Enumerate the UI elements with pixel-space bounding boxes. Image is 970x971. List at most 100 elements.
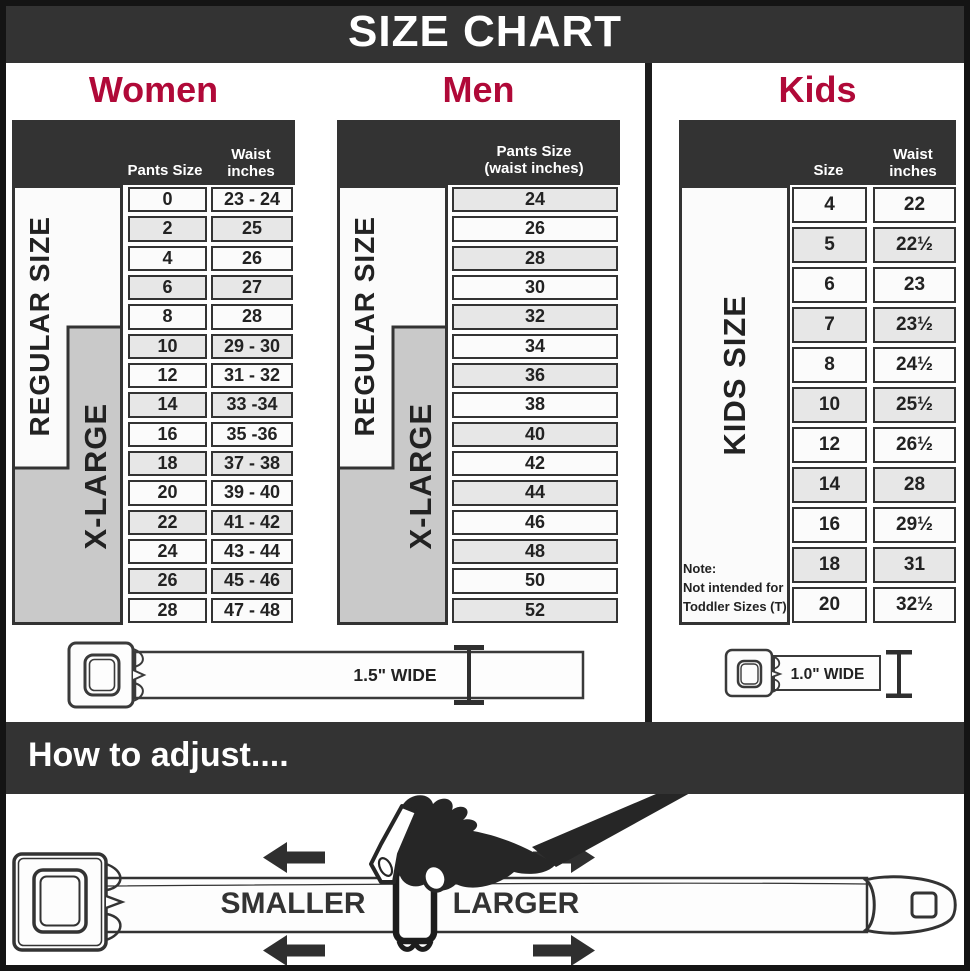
pants-size-cell: 32: [452, 304, 618, 330]
table-row: 12 26½: [792, 425, 956, 465]
women-size-range-panel: [12, 185, 123, 625]
adult-belt-width-label: 1.5" WIDE: [353, 665, 437, 685]
size-cell: 12: [792, 427, 867, 463]
pants-size-cell: 26: [128, 568, 207, 594]
table-row: 26 45 - 46: [128, 566, 293, 595]
table-row: 5 22½: [792, 225, 956, 265]
size-cell: 10: [792, 387, 867, 423]
page-title: SIZE CHART: [348, 6, 622, 56]
arrow-left-icon: [263, 935, 325, 966]
waist-cell: 31 - 32: [211, 362, 293, 389]
men-table-header: Pants Size (waist inches): [337, 120, 620, 185]
kids-size-range-panel: [679, 185, 790, 625]
pants-size-cell: 14: [128, 392, 207, 418]
fingernail: [377, 857, 394, 877]
table-row: 6 27: [128, 273, 293, 302]
pants-size-cell: 24: [452, 187, 618, 213]
size-cell: 6: [792, 267, 867, 303]
how-to-adjust-heading: How to adjust....: [28, 736, 289, 774]
size-cell: 18: [792, 547, 867, 583]
kids-waist-header: Waist inches: [889, 145, 937, 181]
table-row: 46: [452, 508, 618, 537]
pants-size-cell: 28: [452, 245, 618, 271]
waist-cell: 37 - 38: [211, 450, 293, 477]
pants-size-cell: 46: [452, 509, 618, 535]
size-cell: 16: [792, 507, 867, 543]
table-row: 20 39 - 40: [128, 478, 293, 507]
waist-cell: 26: [211, 245, 293, 271]
table-row: 20 32½: [792, 585, 956, 625]
kids-size-label: KIDS SIZE: [716, 294, 752, 456]
pants-size-cell: 48: [452, 538, 618, 565]
adult-belt-illustration: [67, 641, 585, 709]
size-cell: 4: [792, 187, 867, 223]
pants-size-cell: 8: [128, 304, 207, 330]
pants-size-cell: 26: [452, 216, 618, 242]
table-row: 10 25½: [792, 385, 956, 425]
waist-cell: 28: [211, 304, 293, 330]
waist-cell: 27: [211, 274, 293, 301]
pants-size-cell: 50: [452, 568, 618, 594]
waist-cell: 28: [873, 467, 956, 503]
size-cell: 5: [792, 227, 867, 263]
kids-table-body: 4 22 5 22½ 6 23 7 23½ 8 24½: [792, 185, 956, 625]
table-row: 16 29½: [792, 505, 956, 545]
pants-size-cell: 38: [452, 392, 618, 418]
pants-size-cell: 10: [128, 333, 207, 359]
arrow-right-icon: [533, 935, 595, 966]
waist-cell: 45 - 46: [211, 568, 293, 594]
how-to-adjust-bar: How to adjust....: [0, 722, 970, 794]
kids-heading: Kids: [778, 69, 857, 110]
men-regular-size-label: REGULAR SIZE: [349, 216, 380, 437]
belt-tongue-icon: [862, 875, 957, 935]
women-xlarge-label: X-LARGE: [77, 402, 113, 550]
waist-cell: 26½: [873, 427, 956, 463]
table-row: 28 47 - 48: [128, 596, 293, 625]
table-row: 32: [452, 302, 618, 331]
waist-cell: 23 - 24: [211, 187, 293, 213]
pants-size-cell: 44: [452, 480, 618, 506]
table-row: 16 35 -36: [128, 420, 293, 449]
table-row: 8 28: [128, 302, 293, 331]
arrow-left-icon: [263, 842, 325, 873]
table-row: 2 25: [128, 214, 293, 243]
table-row: 7 23½: [792, 305, 956, 345]
waist-cell: 32½: [873, 587, 956, 623]
size-cell: 7: [792, 307, 867, 343]
kids-belt-width-label: 1.0" WIDE: [790, 666, 865, 683]
kids-note: Note: Not intended for Toddler Sizes (T): [683, 561, 787, 614]
table-row: 24 43 - 44: [128, 537, 293, 566]
pants-size-cell: 12: [128, 362, 207, 389]
table-row: 18 37 - 38: [128, 449, 293, 478]
width-gauge-icon: [454, 645, 484, 705]
waist-cell: 33 -34: [211, 392, 293, 418]
pants-size-cell: 16: [128, 421, 207, 447]
table-row: 44: [452, 478, 618, 507]
section-divider: [645, 63, 652, 722]
table-row: 34: [452, 332, 618, 361]
smaller-label: SMALLER: [220, 887, 366, 920]
table-row: 4 22: [792, 185, 956, 225]
pants-size-cell: 34: [452, 333, 618, 359]
size-cell: 14: [792, 467, 867, 503]
table-row: 48: [452, 537, 618, 566]
waist-cell: 35 -36: [211, 421, 293, 447]
table-row: 6 23: [792, 265, 956, 305]
table-row: 12 31 - 32: [128, 361, 293, 390]
pants-size-cell: 36: [452, 362, 618, 389]
waist-cell: 47 - 48: [211, 597, 293, 623]
men-size-range-panel: [337, 185, 448, 625]
seatbelt-buckle-icon: [12, 852, 126, 952]
title-bar: SIZE CHART: [0, 0, 970, 63]
table-row: 52: [452, 596, 618, 625]
waist-cell: 43 - 44: [211, 538, 293, 565]
table-row: 10 29 - 30: [128, 332, 293, 361]
pants-size-cell: 4: [128, 245, 207, 271]
pants-size-cell: 22: [128, 509, 207, 535]
waist-cell: 39 - 40: [211, 480, 293, 506]
men-table-body: 24 26 28 30 32 34 36: [452, 185, 618, 625]
women-regular-size-label: REGULAR SIZE: [24, 216, 55, 437]
size-cell: 20: [792, 587, 867, 623]
pants-size-cell: 2: [128, 216, 207, 242]
